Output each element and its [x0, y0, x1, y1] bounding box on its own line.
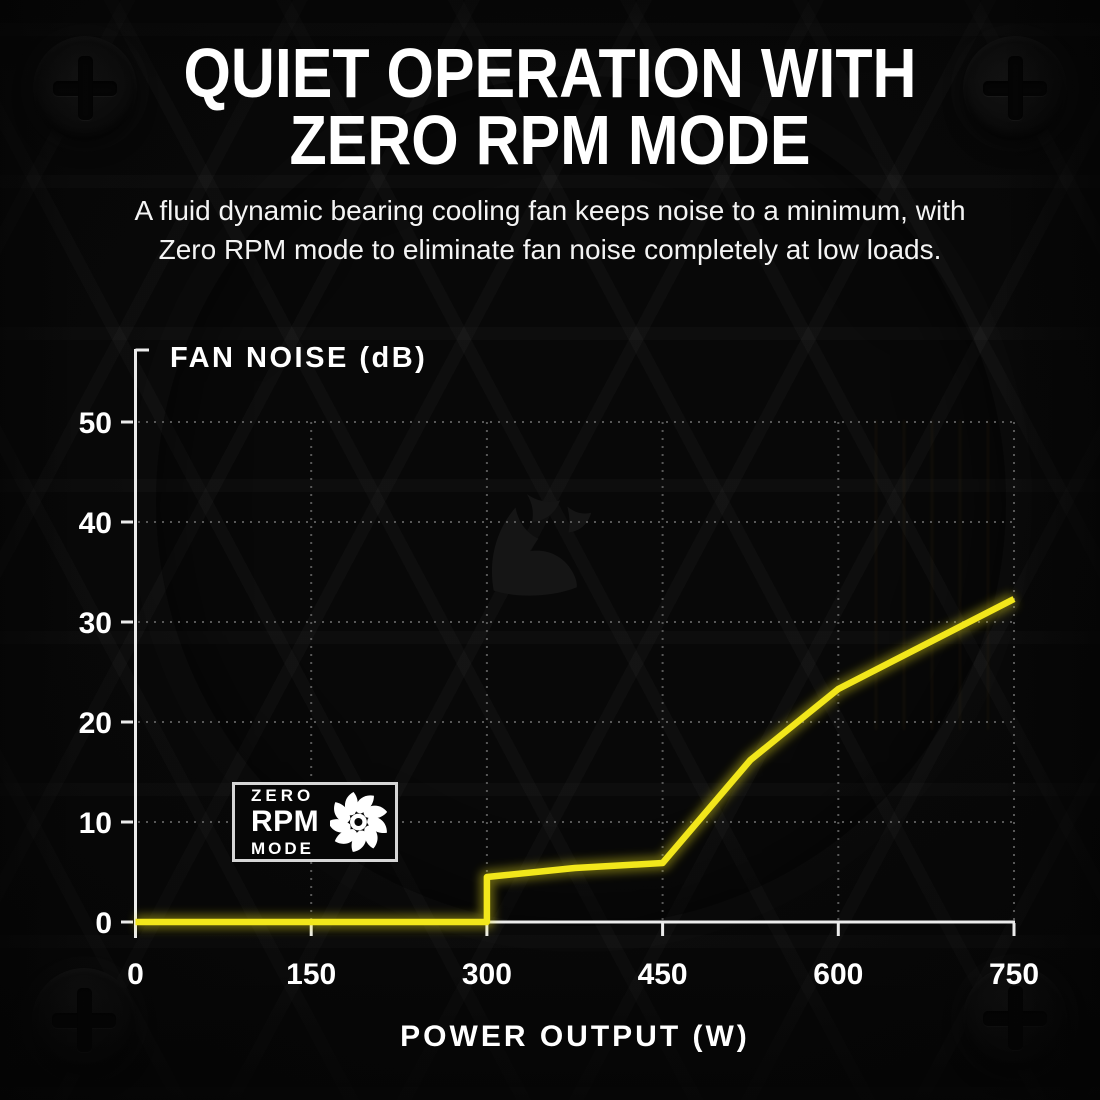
- page-title-line-2: ZERO RPM MODE: [289, 101, 811, 179]
- y-tick-label: 10: [79, 807, 112, 840]
- fan-icon: [330, 792, 387, 852]
- x-tick-label: 750: [989, 958, 1039, 991]
- page-title: QUIET OPERATION WITH ZERO RPM MODE: [72, 34, 1029, 179]
- y-tick-label: 30: [79, 607, 112, 640]
- y-tick-label: 0: [95, 907, 112, 940]
- badge-word-rpm: RPM: [251, 805, 320, 838]
- x-tick-label: 300: [462, 958, 512, 991]
- x-axis-title: POWER OUTPUT (W): [400, 1020, 750, 1053]
- zero-rpm-badge: ZERO RPM MODE: [232, 782, 398, 862]
- x-tick-label: 600: [813, 958, 863, 991]
- y-axis-title: FAN NOISE (dB): [170, 342, 427, 374]
- x-tick-label: 150: [286, 958, 336, 991]
- y-tick-label: 20: [79, 707, 112, 740]
- noise-curve: [135, 596, 1016, 926]
- zero-rpm-badge-words: ZERO RPM MODE: [251, 787, 319, 857]
- page-subtitle: A fluid dynamic bearing cooling fan keep…: [0, 191, 1100, 269]
- page-title-line-1: QUIET OPERATION WITH: [183, 34, 917, 112]
- x-tick-label: 0: [127, 958, 144, 991]
- y-tick-label: 40: [79, 507, 112, 540]
- badge-word-zero: ZERO: [251, 786, 315, 805]
- x-tick-label: 450: [638, 958, 688, 991]
- subtitle-line-1: A fluid dynamic bearing cooling fan keep…: [134, 195, 966, 226]
- y-tick-label: 50: [79, 407, 112, 440]
- subtitle-line-2: Zero RPM mode to eliminate fan noise com…: [158, 234, 942, 265]
- noise-curve-glow: [135, 592, 1018, 930]
- badge-word-mode: MODE: [251, 839, 314, 858]
